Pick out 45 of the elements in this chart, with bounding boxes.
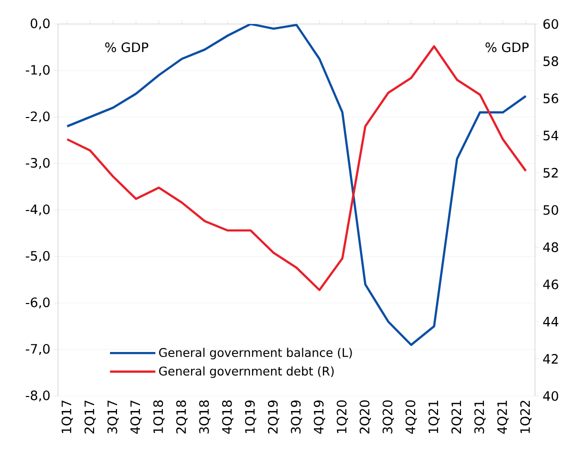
x-tick-label: 4Q19: [314, 400, 326, 434]
x-tick-label: 2Q17: [84, 400, 96, 434]
y2-tick-label: 54: [544, 130, 558, 140]
y-tick-label: -6,0: [26, 297, 50, 309]
legend-label: General government balance (L): [159, 348, 352, 360]
y-axis-title: % GDP: [105, 42, 148, 52]
x-tick-label: 3Q19: [290, 400, 302, 434]
y2-tick-label: 60: [543, 19, 558, 29]
x-tick-label: 2Q19: [268, 400, 280, 434]
y2-tick-label: 40: [543, 391, 558, 401]
x-tick-label: 4Q21: [497, 400, 509, 434]
x-tick-label: 2Q20: [360, 400, 371, 434]
y2-tick-label: 48: [543, 242, 558, 252]
y-tick-label: -4,0: [26, 204, 50, 216]
x-tick-label: 1Q20: [336, 400, 348, 434]
y-tick-label: -2,0: [26, 111, 50, 123]
y2-tick-label: 56: [544, 94, 558, 104]
x-tick-label: 4Q20: [406, 400, 417, 434]
x-tick-label: 1Q19: [245, 400, 256, 434]
y2-tick-label: 46: [543, 280, 558, 290]
x-tick-label: 3Q17: [107, 400, 119, 434]
y-tick-label: -5,0: [26, 250, 50, 262]
y-tick-label: -3,0: [26, 158, 50, 170]
y2-axis-title: % GDP: [486, 42, 529, 52]
x-tick-label: 2Q21: [451, 400, 463, 434]
x-tick-label: 1Q17: [62, 400, 73, 434]
y2-tick-label: 52: [544, 168, 558, 178]
legend-label: General government debt (R): [159, 366, 334, 378]
x-tick-label: 3Q21: [474, 400, 486, 434]
x-tick-label: 4Q17: [130, 400, 142, 434]
y-tick-label: -1,0: [26, 64, 50, 76]
y2-tick-label: 58: [544, 56, 558, 66]
y2-tick-label: 44: [543, 316, 558, 326]
y-tick-label: 0,0: [30, 18, 50, 30]
y-tick-label: -7,0: [26, 344, 50, 356]
y-tick-label: -8,0: [26, 390, 50, 402]
x-tick-label: 1Q22: [520, 400, 532, 434]
x-tick-label: 1Q21: [428, 400, 440, 434]
x-tick-label: 1Q18: [153, 400, 165, 434]
x-tick-label: 2Q18: [176, 400, 188, 434]
y2-tick-label: 42: [543, 354, 558, 364]
x-tick-label: 4Q18: [222, 400, 234, 434]
x-tick-label: 3Q20: [382, 400, 394, 434]
x-tick-label: 3Q18: [199, 400, 210, 434]
y2-tick-label: 50: [544, 205, 558, 215]
